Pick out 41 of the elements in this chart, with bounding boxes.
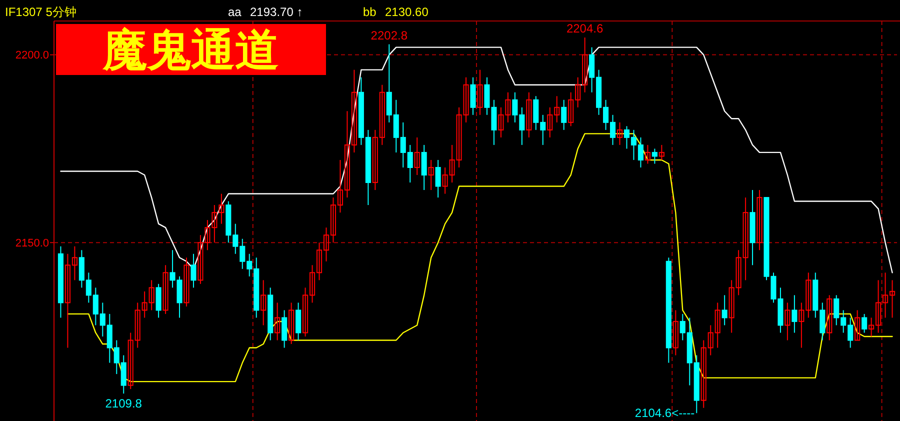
annotation: 2202.8	[370, 28, 408, 42]
y-tick-label: 2200.0	[15, 50, 49, 62]
candlestick	[862, 313, 868, 334]
candlestick	[421, 144, 427, 191]
text: bb	[363, 5, 377, 19]
candlestick	[274, 302, 280, 341]
candlestick	[428, 159, 434, 191]
candlestick	[470, 76, 476, 116]
candlestick	[826, 294, 832, 341]
candlestick	[561, 99, 567, 130]
candlestick	[722, 294, 728, 326]
annotation: 2109.8	[105, 396, 142, 411]
candlestick	[658, 144, 664, 160]
candlestick	[526, 92, 532, 138]
candlestick	[184, 257, 190, 307]
candlestick	[616, 122, 623, 146]
chart-title: 魔鬼通道	[102, 25, 279, 76]
candlestick	[260, 280, 266, 326]
text: 2130.60	[385, 5, 429, 19]
annotation: 2204.6	[566, 22, 604, 36]
candlestick	[672, 310, 678, 356]
candlestick	[156, 283, 162, 318]
candlestick	[784, 302, 790, 341]
candlestick	[756, 190, 762, 251]
candlestick	[652, 148, 658, 164]
candlestick	[435, 159, 441, 198]
candlestick	[854, 310, 860, 341]
candlestick	[296, 302, 302, 341]
candlestick	[414, 136, 420, 176]
candlestick	[477, 69, 483, 116]
candlestick	[644, 144, 650, 164]
chart-subtitle: IF1307 5分钟	[5, 5, 76, 19]
y-tick-label: 2150.0	[15, 237, 49, 250]
annotation: 2104.6<----	[634, 406, 695, 420]
candlestick	[162, 264, 168, 314]
text: aa	[228, 5, 242, 19]
candlestick	[190, 253, 196, 288]
text: 2193.70 ↑	[250, 5, 303, 19]
candlestick	[282, 310, 288, 348]
candlestick	[288, 302, 294, 345]
candlestick	[792, 294, 798, 334]
